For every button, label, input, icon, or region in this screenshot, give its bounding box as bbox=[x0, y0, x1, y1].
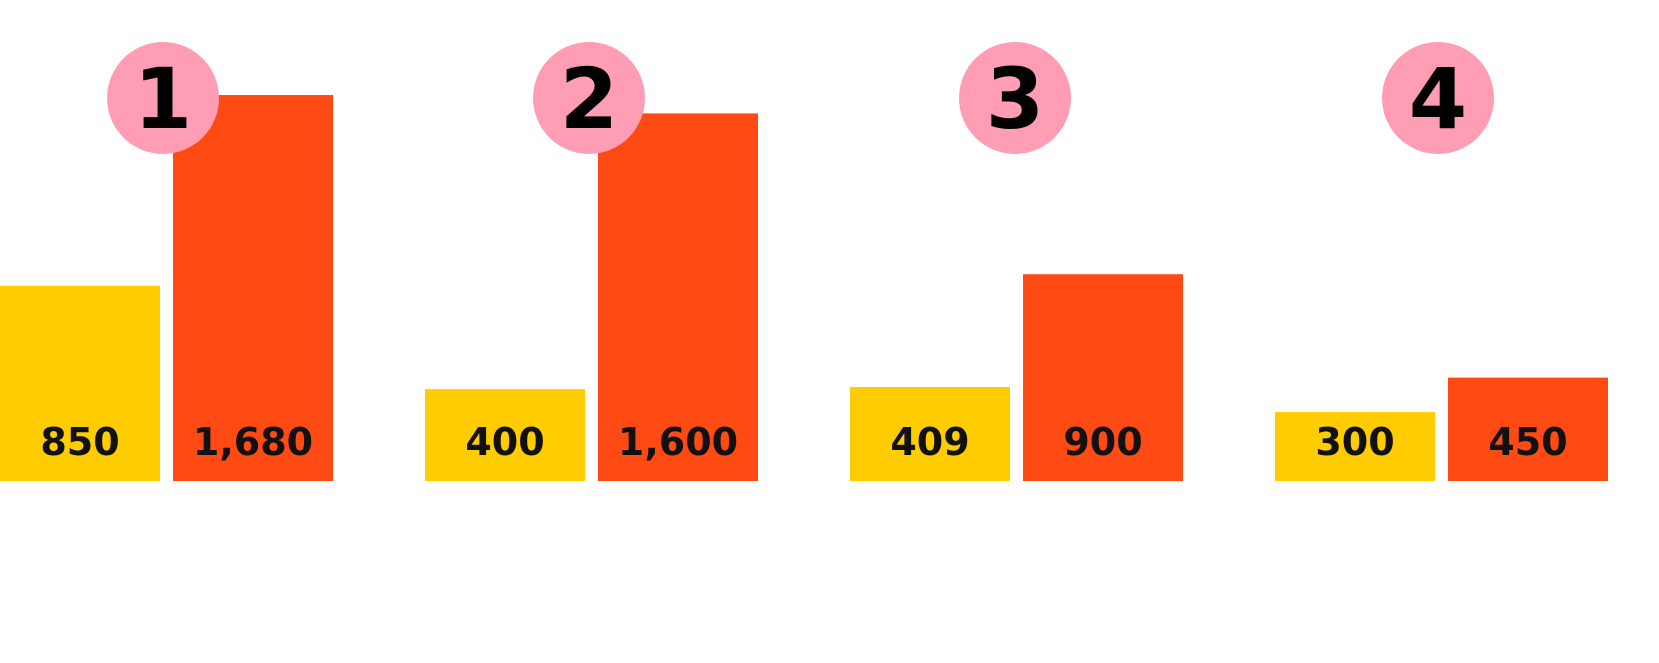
bar-series-1-category-3 bbox=[850, 387, 1010, 481]
bar-value-labels: 850 1,680 400 1,600 409 900 300 450 bbox=[40, 420, 1567, 464]
category-badge-3: 3 bbox=[959, 42, 1071, 154]
category-number: 3 bbox=[986, 50, 1044, 148]
bar-value-label: 850 bbox=[40, 420, 119, 464]
badge-circle bbox=[1382, 42, 1494, 154]
badge-circle bbox=[107, 42, 219, 154]
bar-value-label: 900 bbox=[1063, 420, 1142, 464]
category-number: 4 bbox=[1409, 50, 1467, 148]
bar-series-2-category-4 bbox=[1448, 377, 1608, 481]
bar-value-label: 450 bbox=[1488, 420, 1567, 464]
category-badge-1: 1 bbox=[107, 42, 219, 154]
badge-circle bbox=[959, 42, 1071, 154]
category-number: 1 bbox=[134, 50, 192, 148]
bars-layer bbox=[0, 95, 1608, 481]
category-badge-2: 2 bbox=[533, 42, 645, 154]
bar-series-1-category-4 bbox=[1275, 412, 1435, 481]
category-number: 2 bbox=[560, 50, 618, 148]
bar-value-label: 409 bbox=[890, 420, 969, 464]
category-badge-4: 4 bbox=[1382, 42, 1494, 154]
bar-value-label: 1,600 bbox=[618, 420, 738, 464]
bar-series-2-category-3 bbox=[1023, 274, 1183, 481]
category-badges: 1 2 3 4 bbox=[107, 42, 1494, 154]
bar-series-1-category-1 bbox=[0, 285, 160, 481]
bar-value-label: 400 bbox=[465, 420, 544, 464]
bar-series-1-category-2 bbox=[425, 389, 585, 481]
bar-series-2-category-1 bbox=[173, 95, 333, 481]
bar-series-2-category-2 bbox=[598, 113, 758, 481]
bar-value-label: 300 bbox=[1315, 420, 1394, 464]
bar-value-label: 1,680 bbox=[193, 420, 313, 464]
badge-circle bbox=[533, 42, 645, 154]
